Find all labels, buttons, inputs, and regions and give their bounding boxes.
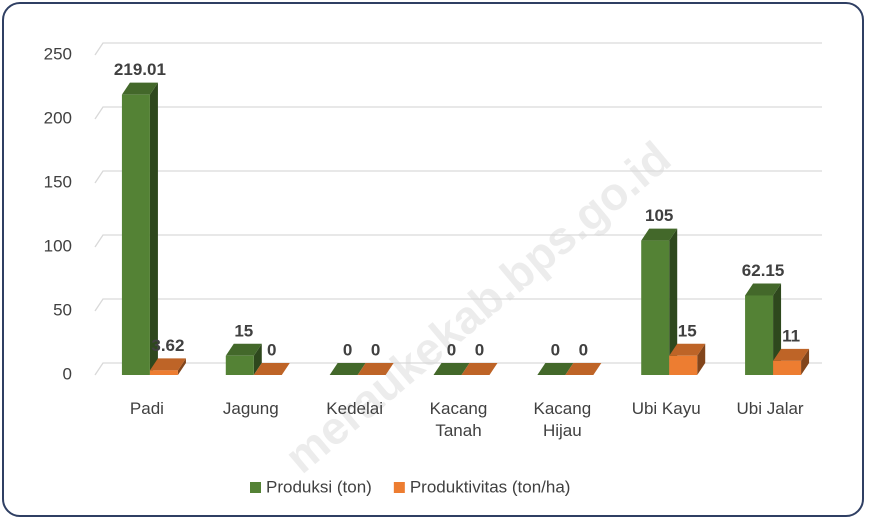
data-label: 0 (579, 340, 588, 359)
grid-line (94, 298, 822, 312)
bar-top (537, 363, 574, 375)
bar-top (433, 363, 470, 375)
bar (121, 94, 150, 375)
grid-line (94, 234, 822, 248)
chart-frame (2, 2, 864, 517)
grid-line (94, 106, 822, 120)
data-label: 0 (475, 340, 484, 359)
bar-side (177, 358, 186, 375)
grid-line (94, 42, 822, 56)
y-tick-label: 150 (44, 172, 72, 191)
bar-top (641, 228, 678, 241)
x-tick-label: Ubi Kayu (631, 399, 701, 418)
bar-top (745, 283, 782, 296)
data-label: 15 (678, 321, 697, 340)
bar (745, 295, 774, 375)
bar-side (697, 343, 706, 375)
bar (773, 360, 802, 375)
grid-line (94, 170, 822, 184)
bar-top (461, 363, 498, 375)
y-tick-label: 50 (53, 300, 72, 319)
y-tick-label: 200 (44, 108, 72, 127)
bar-top (149, 358, 186, 371)
x-tick-label: Kacang Hijau (533, 399, 592, 440)
data-label: 0 (551, 340, 560, 359)
bar-top (357, 363, 394, 375)
bar-side (253, 343, 262, 375)
x-tick-label: Kedelai (326, 399, 383, 418)
bar-side (149, 82, 158, 375)
legend-swatch (250, 482, 261, 493)
bar-top (669, 343, 706, 356)
x-tick-label: Jagung (222, 399, 279, 418)
data-label: 0 (343, 340, 352, 359)
data-label: 0 (447, 340, 456, 359)
data-label: 62.15 (742, 261, 785, 280)
bar (669, 355, 698, 375)
bar-top (565, 363, 602, 375)
bar-top (253, 363, 290, 375)
legend-label: Produktivitas (ton/ha) (410, 477, 571, 496)
y-tick-label: 100 (44, 236, 72, 255)
legend-swatch (393, 482, 405, 493)
bar (149, 370, 178, 375)
x-tick-label: Padi (129, 399, 164, 418)
bar-top (225, 343, 262, 356)
data-label: 0 (371, 340, 380, 359)
data-label: 0 (267, 340, 276, 359)
bar-top (329, 363, 366, 375)
bar-top (121, 82, 158, 95)
bar-side (801, 348, 810, 375)
data-label: 11 (782, 326, 800, 345)
bar (225, 355, 254, 375)
bar (641, 240, 670, 375)
data-label: 15 (234, 321, 253, 340)
y-tick-label: 0 (63, 364, 72, 383)
data-label: 105 (645, 206, 673, 225)
x-tick-label: Ubi Jalar (736, 399, 804, 418)
legend-label: Produksi (ton) (266, 477, 372, 496)
data-label: 219.01 (114, 60, 166, 79)
bar-side (669, 228, 678, 375)
data-label: 3.62 (151, 336, 184, 355)
bar-top (773, 348, 810, 361)
y-tick-label: 250 (44, 44, 72, 63)
x-tick-label: Kacang Tanah (429, 399, 488, 440)
